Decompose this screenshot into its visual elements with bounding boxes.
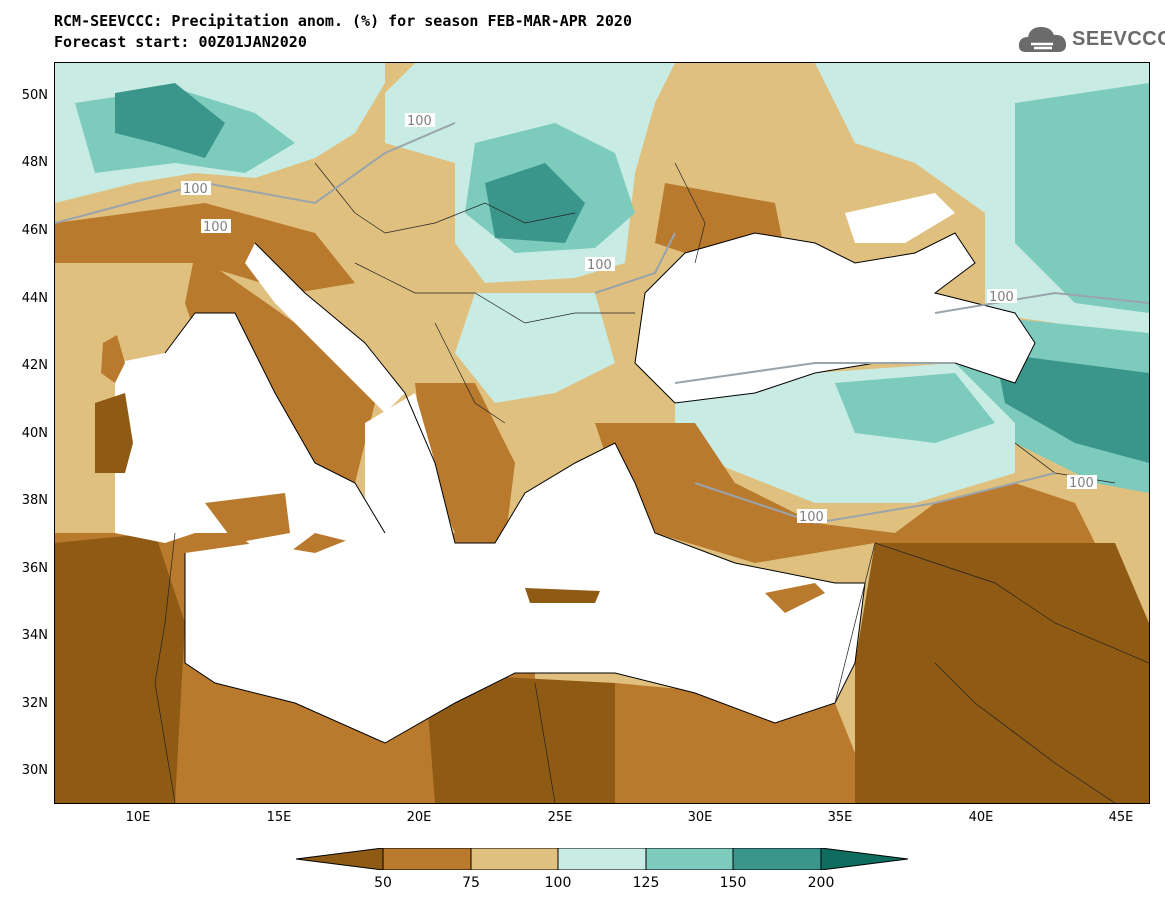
lat-label: 40N (21, 426, 48, 441)
island-crete (525, 588, 600, 603)
lat-label: 34N (21, 628, 48, 643)
region-caucasus-dark (995, 353, 1149, 463)
lon-label: 15E (266, 810, 292, 825)
lat-label: 50N (21, 88, 48, 103)
island-corsica (101, 335, 125, 383)
legend-swatch-150-200 (732, 848, 822, 870)
island-sardinia (95, 393, 133, 473)
legend-swatch-below-50 (296, 848, 384, 870)
legend-swatch-75-100 (470, 848, 559, 870)
color-legend-bar (296, 848, 908, 870)
logo-text: SEEVCCC (1072, 28, 1165, 50)
lon-label: 35E (827, 810, 853, 825)
region-middleeast-dark (855, 543, 1149, 803)
region-greece-brown (415, 383, 515, 543)
legend-swatch-125-150 (645, 848, 734, 870)
lon-label: 40E (968, 810, 994, 825)
lon-label: 45E (1108, 810, 1134, 825)
map-canvas: 100 100 100 100 100 100 100 (55, 63, 1149, 803)
region-africa-dark (55, 533, 185, 803)
lon-label: 10E (125, 810, 151, 825)
region-alps-teal3 (115, 83, 225, 158)
region-carpathian-dark (485, 163, 585, 243)
legend-tick-label: 200 (807, 875, 835, 891)
sea-ionian-east (185, 393, 865, 743)
lat-label: 32N (21, 696, 48, 711)
lon-label: 25E (547, 810, 573, 825)
sea-azov (845, 193, 955, 243)
lat-label: 30N (21, 763, 48, 778)
legend-tick-label: 100 (544, 875, 572, 891)
legend-swatch-above-200 (820, 848, 908, 870)
map-title: RCM-SEEVCCC: Precipitation anom. (%) for… (54, 12, 632, 30)
contour-label-group: 100 100 100 100 100 100 100 (181, 113, 1097, 525)
legend-tick-label: 150 (719, 875, 747, 891)
contour-label: 100 (407, 114, 432, 129)
contour-label: 100 (587, 258, 612, 273)
contour-label: 100 (799, 510, 824, 525)
precipitation-anomaly-map: 100 100 100 100 100 100 100 (54, 62, 1150, 804)
lat-label: 42N (21, 358, 48, 373)
legend-swatch-100-125 (557, 848, 647, 870)
region-east-teal2 (1015, 83, 1149, 313)
lon-label: 20E (406, 810, 432, 825)
coastlines (164, 232, 1036, 744)
sea-mediterranean (115, 313, 385, 563)
sea-adriatic (245, 243, 405, 413)
seevccc-logo: SEEVCCC (1016, 22, 1165, 56)
contour-label: 100 (183, 182, 208, 197)
legend-tick-label: 125 (632, 875, 660, 891)
country-borders (154, 162, 1149, 803)
legend-tick-label: 75 (462, 875, 480, 891)
cloud-icon (1018, 27, 1067, 52)
island-cyprus (765, 583, 825, 613)
contour-label: 100 (1069, 476, 1094, 491)
lat-label: 44N (21, 291, 48, 306)
region-anatolia-teal2 (835, 373, 995, 443)
legend-tick-label: 50 (374, 875, 392, 891)
forecast-start-label: Forecast start: 00Z01JAN2020 (54, 33, 307, 51)
legend-swatch-50-75 (382, 848, 472, 870)
region-egypt-brown (615, 683, 875, 803)
sea-black (635, 233, 1035, 403)
region-turkey-brown (595, 423, 1095, 563)
island-sicily (205, 493, 290, 543)
region-balkans-teal (455, 293, 615, 403)
contour-label: 100 (989, 290, 1014, 305)
lat-label: 46N (21, 223, 48, 238)
lat-label: 38N (21, 493, 48, 508)
lon-label: 30E (687, 810, 713, 825)
contour-100 (55, 122, 1149, 525)
lat-label: 48N (21, 155, 48, 170)
contour-label: 100 (203, 220, 228, 235)
lat-label: 36N (21, 561, 48, 576)
